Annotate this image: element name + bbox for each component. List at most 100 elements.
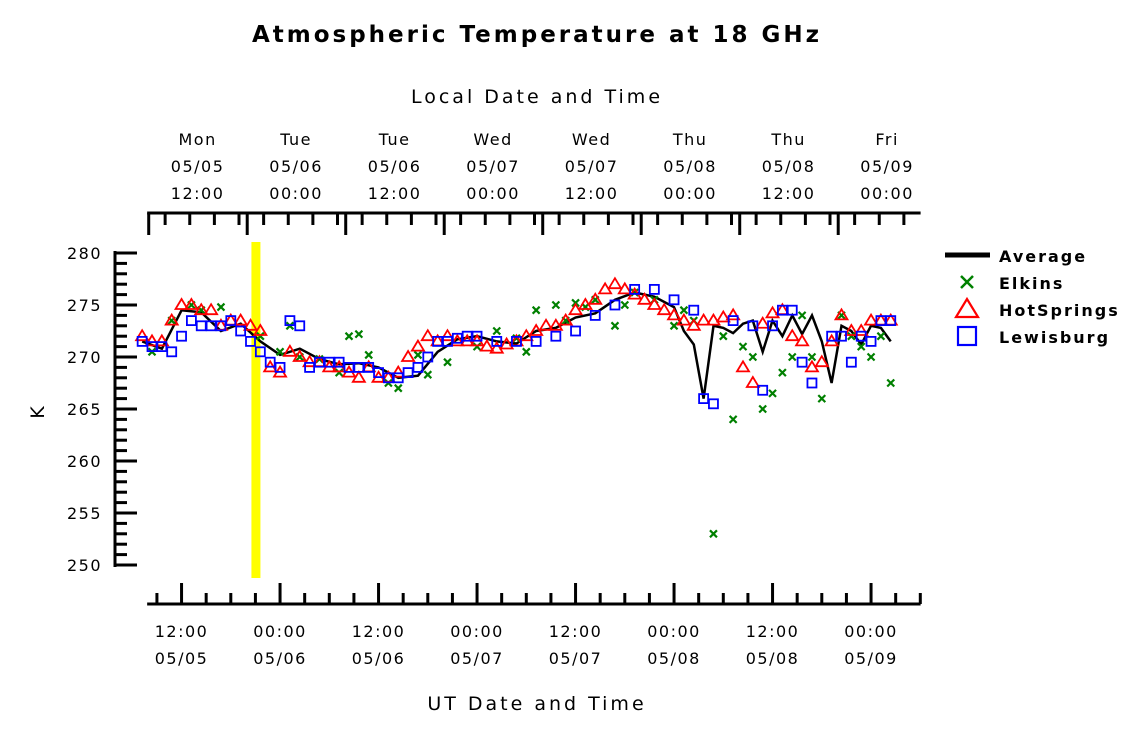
hotsprings-point (233, 312, 249, 326)
elkins-point (364, 350, 373, 360)
hotsprings-point (203, 302, 219, 316)
elkins-point (423, 370, 433, 379)
top-tick-label-time: 12:00 (368, 184, 422, 203)
bottom-tick-label-date: 05/09 (844, 649, 898, 668)
bottom-tick-label-time: 12:00 (155, 622, 209, 641)
x-axis-label: UT Date and Time (427, 693, 646, 715)
lewisburg-point (648, 283, 660, 295)
series-average (141, 291, 892, 399)
lewisburg-point (294, 320, 306, 332)
lewisburg-point (530, 335, 542, 347)
lewisburg-point (727, 315, 739, 327)
hotsprings-point (499, 336, 515, 350)
top-tick-label-time: 00:00 (269, 184, 323, 203)
top-tick-label-time: 00:00 (860, 184, 914, 203)
top-tick-label-time: 00:00 (466, 184, 520, 203)
bottom-tick-label-date: 05/08 (746, 649, 800, 668)
lewisburg-point (185, 315, 197, 327)
lewisburg-point (786, 304, 798, 316)
hotsprings-point (755, 315, 771, 329)
hotsprings-point (420, 328, 436, 342)
elkins-point (443, 357, 452, 367)
axes: 12:00 05/05 00:00 05/06 12:00 05/06 00:00 05/07… (67, 130, 922, 668)
legend: Average Elkins HotSprings Lewisburg (945, 247, 1118, 347)
bottom-tick-label-time: 12:00 (746, 622, 800, 641)
hotsprings-point (292, 349, 308, 362)
hotsprings-point (252, 323, 268, 336)
lewisburg-point (688, 304, 700, 316)
lewisburg-point (806, 377, 818, 389)
legend-swatch-triangle (954, 296, 980, 319)
hotsprings-point (400, 349, 416, 362)
top-axis-label: Local Date and Time (411, 86, 663, 108)
hotsprings-point (676, 312, 692, 326)
bottom-tick-label-date: 05/07 (450, 649, 504, 668)
elkins-point (679, 305, 689, 315)
bottom-tick-label-time: 00:00 (844, 622, 898, 641)
elkins-point (748, 352, 758, 362)
highlight-band (251, 242, 261, 578)
elkins-point (216, 302, 226, 312)
legend-label: Lewisburg (999, 328, 1110, 347)
bottom-tick-label-date: 05/07 (549, 649, 603, 668)
top-tick-label-day: Wed (572, 130, 611, 149)
lewisburg-point (471, 330, 483, 342)
top-tick-label-day: Mon (178, 130, 216, 149)
bottom-tick-label-time: 12:00 (352, 622, 406, 641)
hotsprings-point (449, 333, 465, 347)
hotsprings-point (833, 307, 850, 321)
top-tick-label-day: Thu (672, 130, 708, 149)
top-tick-label-date: 05/07 (565, 157, 619, 176)
y-tick-label: 270 (67, 348, 102, 367)
y-tick-label: 280 (67, 244, 102, 263)
elkins-point (817, 394, 827, 403)
average-line (141, 291, 892, 399)
hotsprings-point (173, 297, 190, 310)
y-tick-label: 260 (67, 452, 102, 471)
elkins-point (738, 342, 748, 351)
lewisburg-point (550, 330, 562, 342)
elkins-point (866, 352, 876, 362)
elkins-point (620, 300, 630, 310)
lewisburg-point (629, 283, 641, 295)
hotsprings-point (607, 276, 623, 290)
bottom-tick-label-date: 05/06 (253, 649, 307, 668)
lewisburg-point (511, 335, 522, 347)
lewisburg-point (176, 330, 187, 342)
y-tick-label: 255 (67, 504, 102, 523)
lewisburg-point (491, 335, 503, 347)
elkins-point (886, 378, 896, 388)
hotsprings-point (656, 302, 672, 316)
hotsprings-point (666, 307, 682, 321)
hotsprings-point (193, 302, 209, 316)
lewisburg-point (767, 320, 778, 332)
top-tick-label-date: 05/09 (860, 157, 914, 176)
hotsprings-point (646, 297, 662, 310)
lewisburg-point (668, 294, 680, 306)
hotsprings-point (302, 354, 318, 368)
lewisburg-point (747, 320, 759, 332)
hotsprings-point (617, 281, 633, 295)
elkins-point (492, 326, 502, 336)
elkins-point (876, 331, 886, 341)
hotsprings-point (814, 354, 830, 368)
elkins-point (787, 352, 797, 362)
highlight-rect (251, 242, 261, 578)
top-tick-label-day: Tue (279, 130, 312, 149)
y-axis-label: K (27, 403, 49, 418)
lewisburg-point (195, 320, 207, 332)
elkins-point (807, 352, 817, 362)
top-tick-label-date: 05/08 (762, 157, 816, 176)
hotsprings-point (587, 292, 603, 305)
elkins-point (728, 415, 738, 424)
hotsprings-point (636, 292, 653, 305)
hotsprings-point (144, 333, 160, 347)
hotsprings-point (794, 333, 810, 347)
elkins-point (354, 329, 364, 339)
lewisburg-point (589, 309, 601, 321)
hotsprings-point (705, 312, 722, 326)
lewisburg-point (836, 330, 847, 342)
series-lewisburg (136, 283, 897, 410)
elkins-point (413, 350, 423, 360)
elkins-point (778, 368, 787, 377)
